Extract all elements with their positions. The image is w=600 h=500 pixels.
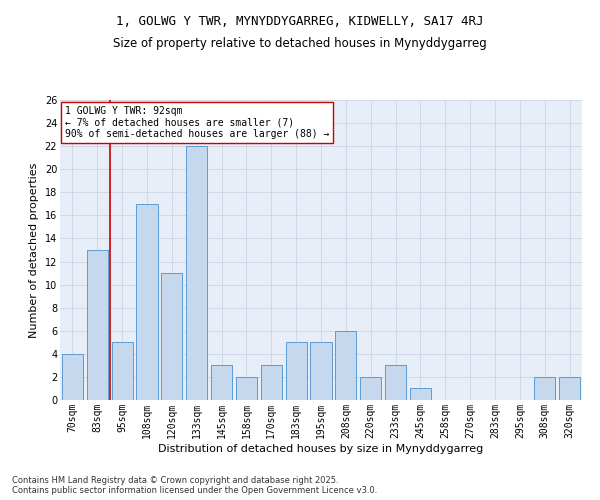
Text: 1, GOLWG Y TWR, MYNYDDYGARREG, KIDWELLY, SA17 4RJ: 1, GOLWG Y TWR, MYNYDDYGARREG, KIDWELLY,… [116,15,484,28]
Bar [236,377,257,400]
X-axis label: Distribution of detached houses by size in Mynyddygarreg: Distribution of detached houses by size … [158,444,484,454]
Bar [186,146,207,400]
Bar [261,366,282,400]
Text: 1 GOLWG Y TWR: 92sqm
← 7% of detached houses are smaller (7)
90% of semi-detache: 1 GOLWG Y TWR: 92sqm ← 7% of detached ho… [65,106,329,139]
Bar [559,377,580,400]
Bar [360,377,381,400]
Text: Size of property relative to detached houses in Mynyddygarreg: Size of property relative to detached ho… [113,38,487,51]
Bar [410,388,431,400]
Bar [161,273,182,400]
Y-axis label: Number of detached properties: Number of detached properties [29,162,39,338]
Bar [211,366,232,400]
Bar [310,342,332,400]
Bar [385,366,406,400]
Bar [62,354,83,400]
Bar [87,250,108,400]
Bar [136,204,158,400]
Bar [335,331,356,400]
Text: Contains HM Land Registry data © Crown copyright and database right 2025.
Contai: Contains HM Land Registry data © Crown c… [12,476,377,495]
Bar [286,342,307,400]
Bar [112,342,133,400]
Bar [534,377,555,400]
